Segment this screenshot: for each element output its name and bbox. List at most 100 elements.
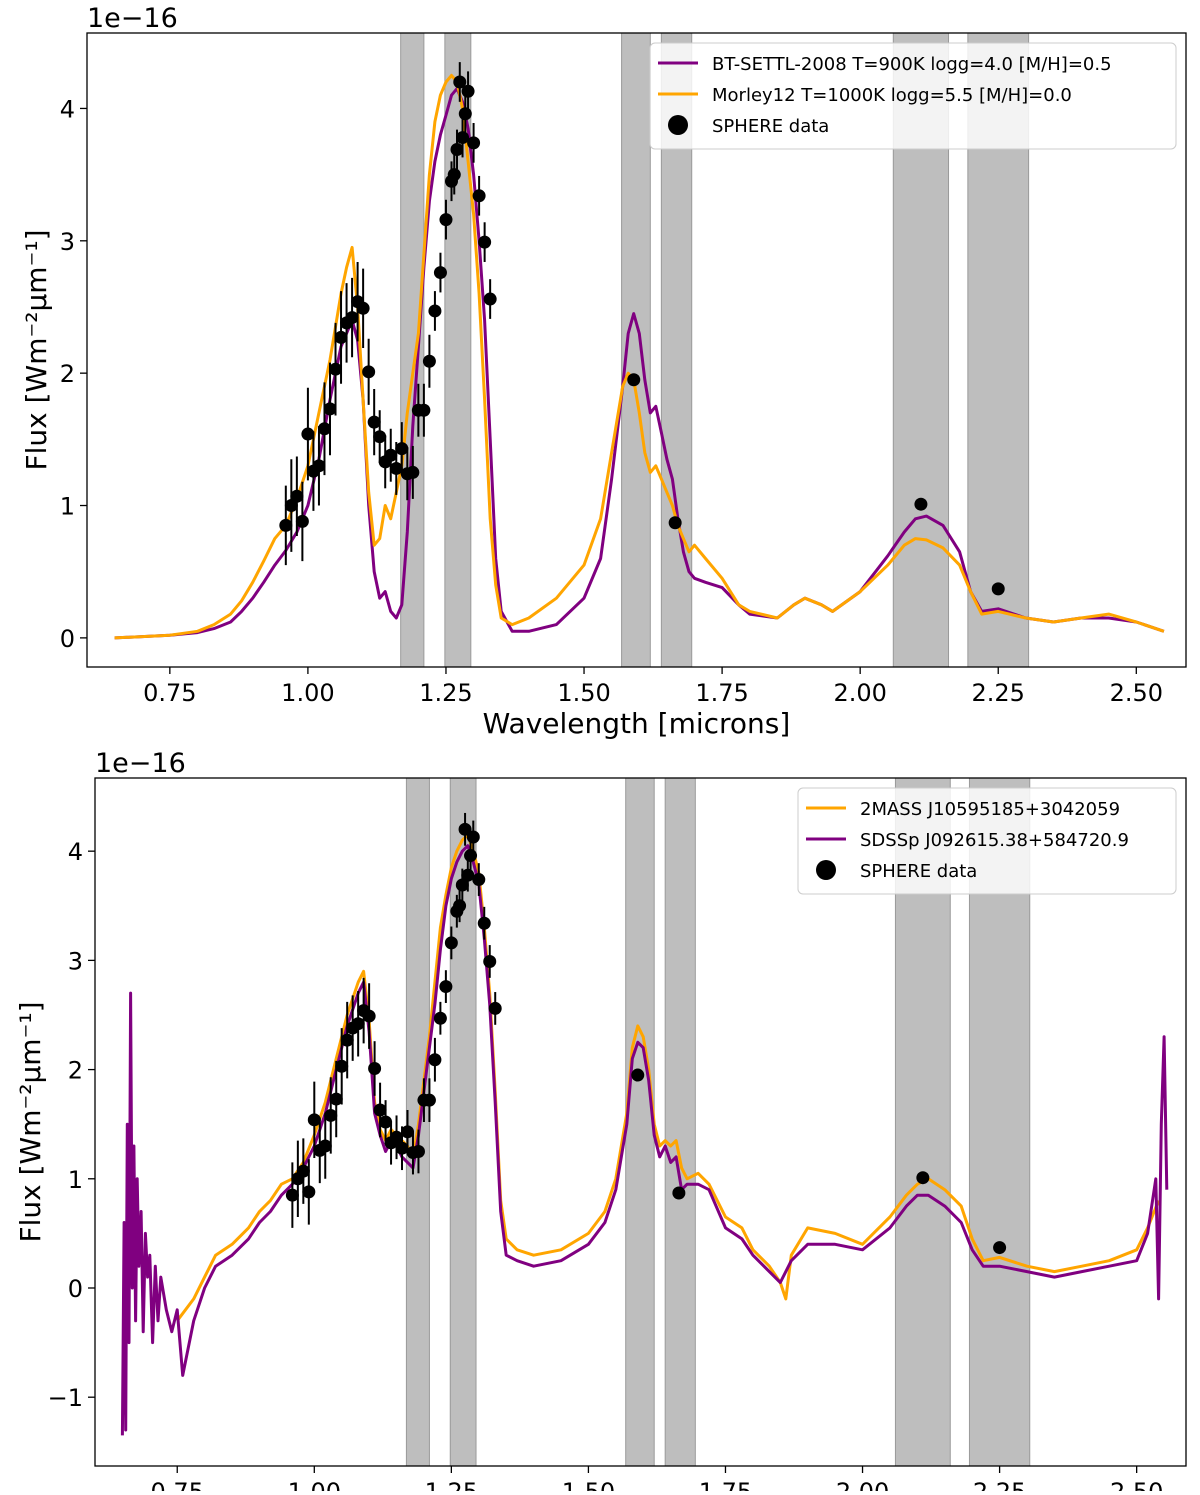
data-point [373, 1103, 387, 1117]
data-point [483, 954, 497, 968]
series-line-1 [176, 833, 1160, 1322]
y-offset-label: 1e−16 [95, 748, 186, 779]
data-point [477, 916, 491, 930]
data-point [323, 402, 337, 416]
data-point [464, 849, 478, 863]
data-point [916, 1171, 930, 1185]
data-point [296, 1164, 310, 1178]
data-point [991, 582, 1005, 596]
legend-label: SPHERE data [712, 116, 829, 137]
shaded-band-3 [625, 778, 655, 1466]
y-tick-label: 2 [68, 1057, 83, 1085]
data-point [318, 1139, 332, 1153]
data-point [439, 213, 453, 227]
data-point [395, 1141, 409, 1155]
x-tick-label: 1.75 [695, 679, 748, 707]
chart-panel-1: 0.75 1.00 1.25 1.50 1.75 2.00 2.25 2.50 0 1 2 3 4 1e−… [20, 3, 1187, 740]
data-point [285, 1188, 299, 1202]
data-point [428, 1053, 442, 1067]
x-tick-label: 1.50 [557, 679, 610, 707]
x-tick-label: 2.25 [973, 1478, 1026, 1491]
data-point [993, 1241, 1007, 1255]
x-tick-label: 1.25 [419, 679, 472, 707]
x-tick-label: 2.00 [836, 1478, 889, 1491]
data-point [450, 142, 464, 156]
data-point [439, 980, 453, 994]
legend-marker [668, 115, 688, 135]
data-point [340, 1033, 354, 1047]
data-point [422, 354, 436, 368]
data-point [483, 292, 497, 306]
y-tick-label: 0 [68, 1275, 83, 1303]
data-point [444, 936, 458, 950]
y-tick-label: 1 [60, 493, 75, 521]
series-line-2 [114, 73, 1165, 640]
x-tick-label: 1.25 [425, 1478, 478, 1491]
data-point [456, 131, 470, 145]
data-point [428, 304, 442, 318]
legend-label: SPHERE data [860, 861, 977, 882]
data-point [488, 1001, 502, 1015]
data-point [279, 518, 293, 532]
data-point [290, 489, 304, 503]
data-point [466, 830, 480, 844]
data-point [390, 1130, 404, 1144]
legend-label: 2MASS J10595185+3042059 [860, 799, 1120, 820]
y-tick-label: 0 [60, 625, 75, 653]
data-point [472, 189, 486, 203]
shaded-band-1 [400, 33, 425, 667]
y-tick-label: 3 [60, 228, 75, 256]
data-point [668, 516, 682, 530]
data-point [453, 75, 467, 89]
y-tick-label: 4 [68, 838, 83, 866]
data-point [368, 1061, 382, 1075]
data-point [384, 448, 398, 462]
data-point [461, 84, 475, 98]
plot-area [120, 778, 1169, 1466]
data-point [447, 168, 461, 182]
data-point [379, 1115, 393, 1129]
data-point [334, 330, 348, 344]
data-point [295, 514, 309, 528]
legend-label: BT-SETTL-2008 T=900K logg=4.0 [M/H]=0.5 [712, 54, 1112, 75]
data-point [329, 1092, 343, 1106]
axes-frame [86, 32, 1187, 668]
legend-box [649, 42, 1177, 150]
data-point [914, 497, 928, 511]
data-point [373, 430, 387, 444]
legend-box [797, 787, 1177, 895]
data-point [453, 899, 467, 913]
data-point [351, 1017, 365, 1031]
shaded-band-4 [664, 778, 696, 1466]
data-point [672, 1186, 686, 1200]
y-tick-label: 4 [60, 95, 75, 123]
data-point [345, 311, 359, 325]
data-point [362, 1009, 376, 1023]
data-point [312, 459, 326, 473]
series-line-2 [120, 844, 1169, 1436]
data-point [455, 878, 469, 892]
data-point [627, 373, 641, 387]
data-point [356, 301, 370, 315]
x-tick-label: 0.75 [151, 1478, 204, 1491]
legend-marker [816, 860, 836, 880]
legend-label: SDSSp J092615.38+584720.9 [860, 830, 1129, 851]
data-point [631, 1068, 645, 1082]
y-offset-label: 1e−16 [87, 3, 178, 34]
data-point [467, 136, 481, 150]
y-tick-label: 3 [68, 947, 83, 975]
data-point [433, 266, 447, 280]
x-axis-label: Wavelength [microns] [483, 707, 791, 740]
x-tick-label: 1.00 [281, 679, 334, 707]
data-point [367, 415, 381, 429]
legend-label: Morley12 T=1000K logg=5.5 [M/H]=0.0 [712, 85, 1072, 106]
data-point [433, 1011, 447, 1025]
data-point [400, 1125, 414, 1139]
sphere-data-points [279, 62, 1005, 596]
data-point [478, 235, 492, 249]
y-tick-label: −1 [48, 1384, 83, 1412]
data-point [458, 822, 472, 836]
x-tick-label: 2.25 [972, 679, 1025, 707]
x-tick-label: 2.00 [833, 679, 886, 707]
